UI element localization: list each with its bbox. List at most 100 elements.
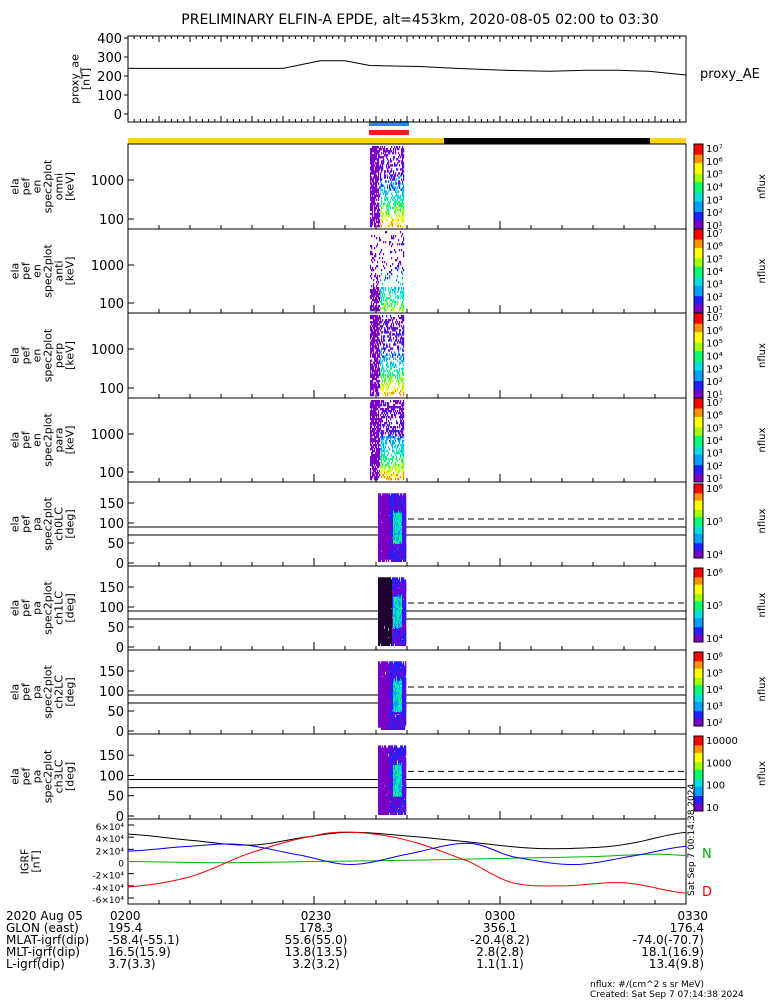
energy-cell <box>389 275 391 278</box>
energy-cell <box>395 432 397 435</box>
energy-cell <box>372 381 374 385</box>
energy-cell <box>378 353 380 356</box>
energy-cell <box>377 385 379 389</box>
energy-cell <box>401 458 403 461</box>
energy-cell <box>381 369 383 372</box>
energy-cell <box>399 448 401 451</box>
energy-cell <box>398 182 400 185</box>
pitch-cell <box>399 622 401 629</box>
energy-cell <box>379 341 381 344</box>
energy-cell <box>399 331 401 334</box>
energy-cell <box>393 156 395 159</box>
energy-colorbar-cell <box>694 169 703 173</box>
energy-cell <box>400 263 402 266</box>
energy-cell <box>381 446 383 449</box>
energy-cell <box>374 359 376 362</box>
energy-cell <box>378 440 380 443</box>
energy-cell <box>400 412 402 415</box>
pitch-cell <box>392 701 394 708</box>
pitch-cell <box>383 590 385 597</box>
pitch-cell <box>380 581 382 588</box>
energy-cell <box>384 295 386 298</box>
energy-cell <box>373 319 375 322</box>
energy-cell <box>376 349 378 352</box>
energy-cell <box>373 295 375 298</box>
energy-cell <box>390 442 392 445</box>
energy-cell <box>382 367 384 370</box>
pitch-cell <box>391 626 393 633</box>
energy-colorbar-cell <box>694 393 703 397</box>
energy-cell <box>370 448 372 451</box>
energy-cell <box>381 470 383 473</box>
energy-cell <box>377 373 379 377</box>
energy-cell <box>379 305 381 308</box>
pitch-cell <box>389 544 391 551</box>
energy-cell <box>401 172 403 175</box>
energy-cell <box>373 385 375 389</box>
energy-cell <box>385 309 387 312</box>
energy-cell <box>374 146 376 149</box>
energy-cell <box>377 279 379 282</box>
pitch-cell <box>401 544 403 551</box>
energy-cell <box>370 456 372 459</box>
energy-cell <box>381 162 383 165</box>
energy-cell <box>383 462 385 465</box>
energy-cell <box>400 182 402 185</box>
energy-colorbar-cell <box>694 404 703 407</box>
energy-cell <box>379 239 381 242</box>
energy-cell <box>401 343 403 346</box>
energy-cell <box>390 418 392 421</box>
energy-cell <box>402 436 404 439</box>
energy-cell <box>372 371 374 375</box>
energy-cell <box>377 404 379 407</box>
energy-cell <box>391 235 393 238</box>
energy-cell <box>388 436 390 439</box>
energy-colorbar-cell <box>694 416 703 420</box>
energy-cell <box>371 375 373 379</box>
energy-cell <box>382 218 384 222</box>
energy-cell <box>383 160 385 163</box>
energy-colorbar-cell <box>694 477 703 481</box>
energy-cell <box>370 180 372 183</box>
pitch-cell <box>391 493 393 500</box>
energy-cell <box>378 206 380 210</box>
energy-cell <box>371 251 373 254</box>
energy-cell <box>402 214 404 218</box>
energy-cell <box>377 428 379 431</box>
energy-cell <box>372 208 374 212</box>
energy-cell <box>372 367 374 370</box>
energy-cell <box>370 474 372 477</box>
energy-cell <box>377 422 379 425</box>
pitch-cell <box>388 529 390 536</box>
energy-cell <box>403 329 405 332</box>
energy-cell <box>402 188 404 191</box>
pitch-cell <box>386 661 388 668</box>
pitch-colorbar-cell <box>694 619 703 623</box>
energy-cell <box>380 472 382 475</box>
energy-cell <box>403 408 405 411</box>
energy-cell <box>399 464 401 467</box>
energy-cell <box>375 389 377 393</box>
energy-cell <box>401 154 403 157</box>
energy-colorbar-cell <box>694 357 703 361</box>
energy-cell <box>372 442 374 445</box>
pitch-cell <box>404 606 406 613</box>
pitch-ytick-label: 50 <box>107 621 124 636</box>
energy-cell <box>382 363 384 366</box>
energy-cell <box>371 224 373 228</box>
energy-cell <box>378 196 380 199</box>
energy-cell <box>373 190 375 193</box>
energy-cell <box>399 204 401 208</box>
energy-cell <box>384 357 386 360</box>
energy-cell <box>397 355 399 358</box>
energy-cell <box>372 373 374 377</box>
energy-cell <box>372 156 374 159</box>
energy-cell <box>370 335 372 338</box>
energy-cell <box>376 218 378 222</box>
energy-cell <box>374 377 376 381</box>
energy-cell <box>402 224 404 228</box>
energy-cell <box>402 349 404 352</box>
pitch-colorbar-cell <box>694 524 703 528</box>
energy-cell <box>385 456 387 459</box>
energy-cell <box>373 160 375 163</box>
